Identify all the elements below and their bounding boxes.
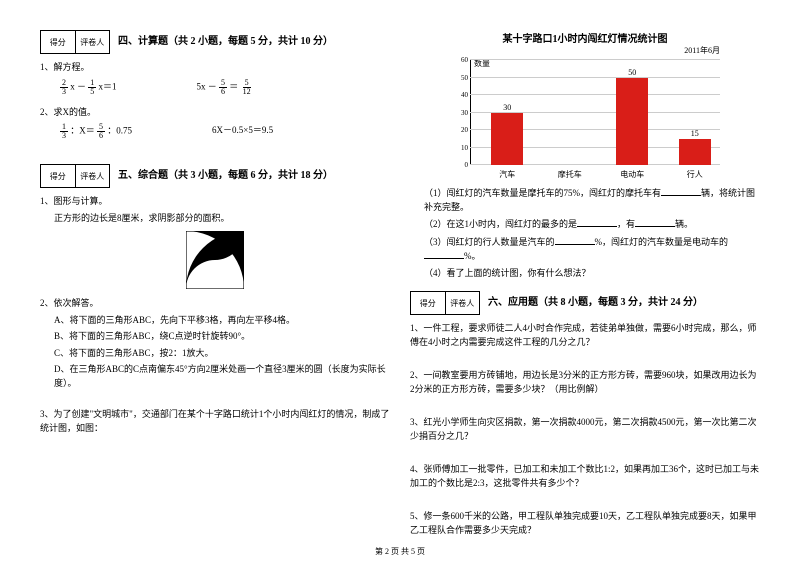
sec4-q2-eqs: 13 ：X＝ 56 ：0.75 6X－0.5×5＝9.5 (40, 123, 390, 140)
sec6-q1: 1、一件工程，要求师徒二人4小时合作完成，若徒弟单独做，需要6小时完成，那么，师… (410, 322, 760, 349)
sec6-q2: 2、一间教室要用方砖铺地，用边长是3分米的正方形方砖，需要960块，如果改用边长… (410, 369, 760, 396)
r1: （1）闯红灯的汽车数量是摩托车的75%，闯红灯的摩托车有辆，将统计图补充完整。 (410, 186, 760, 214)
bar (679, 139, 711, 165)
category-label: 行人 (674, 169, 716, 180)
score-label: 得分 (411, 292, 446, 314)
left-column: 得分 评卷人 四、计算题（共 2 小题，每题 5 分，共计 10 分） 1、解方… (40, 30, 390, 530)
sec5-figure (40, 231, 390, 291)
y-tick: 10 (450, 144, 468, 152)
chart-title: 某十字路口1小时内闯红灯情况统计图 (410, 30, 760, 45)
gridline (470, 59, 720, 60)
score-label: 得分 (41, 165, 76, 187)
bar (616, 78, 648, 166)
sec5-q2c: C、将下面的三角形ABC，按2：1放大。 (40, 347, 390, 361)
sec6-q4: 4、张师傅加工一批零件，已加工和未加工个数比1:2，如果再加工36个，这时已加工… (410, 463, 760, 490)
page-footer: 第 2 页 共 5 页 (0, 546, 800, 557)
y-tick: 60 (450, 56, 468, 64)
sec5-q2a: A、将下面的三角形ABC，先向下平移3格，再向左平移4格。 (40, 314, 390, 328)
sec6-header: 得分 评卷人 六、应用题（共 8 小题，每题 3 分，共计 24 分） (410, 291, 760, 319)
bar-value: 30 (491, 103, 523, 112)
reviewer-label: 评卷人 (446, 292, 480, 314)
eq1b: 5x － 56 ＝ 512 (197, 79, 253, 96)
r3: （3）闯红灯的行人数量是汽车的%，闯红灯的汽车数量是电动车的%。 (410, 235, 760, 264)
blank (555, 235, 595, 245)
sec5-q1s: 正方形的边长是8厘米，求阴影部分的面积。 (40, 212, 390, 226)
page-columns: 得分 评卷人 四、计算题（共 2 小题，每题 5 分，共计 10 分） 1、解方… (40, 30, 760, 530)
sec5-q3: 3、为了创建"文明城市"，交通部门在某个十字路口统计1个小时内闯红灯的情况，制成… (40, 408, 390, 435)
sec5-header: 得分 评卷人 五、综合题（共 3 小题，每题 6 分，共计 18 分） (40, 164, 390, 192)
chart-date: 2011年6月 (410, 45, 760, 56)
y-tick: 40 (450, 91, 468, 99)
bar-value: 50 (616, 68, 648, 77)
reviewer-label: 评卷人 (76, 31, 110, 53)
eq1a: 23 x － 15 x＝1 (60, 79, 117, 96)
blank (424, 249, 464, 259)
blank (577, 217, 617, 227)
y-tick: 0 (450, 161, 468, 169)
gridline (470, 77, 720, 78)
reviewer-label: 评卷人 (76, 165, 110, 187)
sec5-q2d: D、在三角形ABC的C点南偏东45°方向2厘米处画一个直径3厘米的圆（长度为实际… (40, 363, 390, 390)
sec5-q2b: B、将下面的三角形ABC，绕C点逆时针旋转90°。 (40, 330, 390, 344)
bar-value: 15 (679, 129, 711, 138)
score-box-6: 得分 评卷人 (410, 291, 480, 315)
y-tick: 50 (450, 74, 468, 82)
sec5-q2: 2、依次解答。 (40, 297, 390, 311)
sec5-title: 五、综合题（共 3 小题，每题 6 分，共计 18 分） (118, 166, 333, 181)
r2: （2）在这1小时内，闯红灯的最多的是，有辆。 (410, 217, 760, 232)
sec6-title: 六、应用题（共 8 小题，每题 3 分，共计 24 分） (488, 293, 703, 308)
r4: （4）看了上面的统计图，你有什么想法？ (410, 267, 760, 281)
category-label: 电动车 (611, 169, 653, 180)
sec5-q1: 1、图形与计算。 (40, 195, 390, 209)
bar (491, 113, 523, 166)
category-label: 摩托车 (549, 169, 591, 180)
sec4-q1-eqs: 23 x － 15 x＝1 5x － 56 ＝ 512 (40, 79, 390, 96)
gridline (470, 94, 720, 95)
blank (661, 186, 701, 196)
sec6-q5: 5、修一条600千米的公路，甲工程队单独完成要10天，乙工程队单独完成要8天，如… (410, 510, 760, 537)
sec4-q2: 2、求X的值。 (40, 106, 390, 120)
blank (635, 217, 675, 227)
score-box-4: 得分 评卷人 (40, 30, 110, 54)
right-column: 某十字路口1小时内闯红灯情况统计图 2011年6月 数量 01020304050… (410, 30, 760, 530)
eq2b: 6X－0.5×5＝9.5 (212, 123, 273, 140)
sec4-q1: 1、解方程。 (40, 61, 390, 75)
score-label: 得分 (41, 31, 76, 53)
category-label: 汽车 (486, 169, 528, 180)
shaded-figure (186, 231, 244, 289)
y-tick: 20 (450, 126, 468, 134)
y-tick: 30 (450, 109, 468, 117)
sec4-title: 四、计算题（共 2 小题，每题 5 分，共计 10 分） (118, 32, 333, 47)
eq2a: 13 ：X＝ 56 ：0.75 (60, 123, 132, 140)
sec6-q3: 3、红光小学师生向灾区捐款，第一次捐款4000元，第二次捐款4500元，第一次比… (410, 416, 760, 443)
score-box-5: 得分 评卷人 (40, 164, 110, 188)
bar-chart: 数量 010203040506030汽车摩托车50电动车15行人 (440, 60, 730, 180)
sec4-header: 得分 评卷人 四、计算题（共 2 小题，每题 5 分，共计 10 分） (40, 30, 390, 58)
